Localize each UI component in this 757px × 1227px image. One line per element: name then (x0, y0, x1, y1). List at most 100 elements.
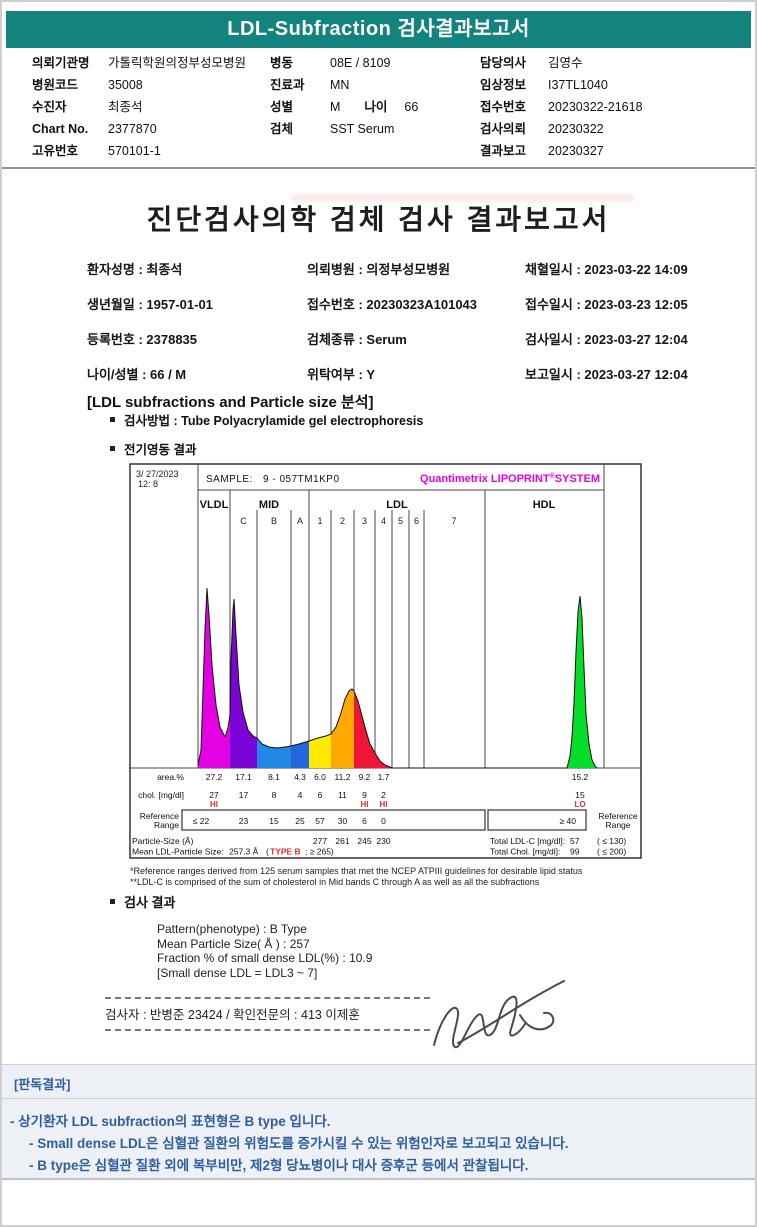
particle-ldl3: 245 (357, 836, 371, 846)
mean-label: Mean LDL-Particle Size: (132, 847, 224, 857)
info-label: 접수일시 (525, 297, 584, 312)
field-value: 20230322 (548, 122, 604, 136)
brand-name: Quantimetrix LIPOPRINT (420, 473, 550, 485)
ref-range-box-hdl (487, 809, 587, 831)
field-label: 결과보고 (480, 144, 527, 158)
ref-range-label-2: Range (154, 820, 179, 830)
chart-footnotes: *Reference ranges derived from 125 serum… (130, 866, 582, 887)
info-label: 채혈일시 (525, 262, 584, 277)
flag-ldl4-hi: HI (380, 800, 388, 809)
electrophoresis-text: 전기영동 결과 (124, 443, 197, 457)
header-row: 성별 M 나이 66 (270, 96, 418, 118)
field-value: 2377870 (108, 122, 157, 136)
header-row: 결과보고 20230327 (480, 140, 643, 162)
chol-midc: 17 (239, 790, 249, 800)
header-row: Chart No. 2377870 (32, 118, 246, 140)
signature-stroke-3 (519, 1011, 555, 1031)
ref-range-right-label-2: Range (605, 820, 630, 830)
bullet-square-icon (110, 417, 115, 422)
interpretation-divider (2, 1098, 755, 1099)
band-label-vldl: VLDL (200, 499, 229, 511)
info-cell: 의뢰병원의정부성모병원 (307, 260, 525, 280)
field-value: 20230327 (548, 144, 604, 158)
chol-hdl: 15 (575, 790, 585, 800)
result-block: Pattern(phenotype) : B Type Mean Particl… (157, 922, 372, 980)
run-time: 12: 8 (138, 479, 158, 489)
interpretation-section: [판독결과] - 상기환자 LDL subfraction의 표현형은 B ty… (2, 1064, 755, 1180)
field-label: 수진자 (32, 100, 67, 114)
scan-artifact (290, 194, 635, 202)
header-row: 임상정보 I37TL1040 (480, 74, 643, 96)
field-value: 08E / 8109 (330, 56, 391, 70)
lipoprint-brand: Quantimetrix LIPOPRINT®SYSTEM (420, 472, 600, 485)
report-info-grid: 환자성명최종석 의뢰병원의정부성모병원 채혈일시2023-03-22 14:09… (87, 260, 735, 385)
chol-ldl4: 2 (381, 790, 386, 800)
footnote-2: **LDL-C is comprised of the sum of chole… (130, 876, 540, 887)
chol-mida: 4 (298, 790, 303, 800)
field-label: 임상정보 (480, 78, 527, 92)
area-ldl1: 6.0 (314, 772, 326, 782)
ref-midc: 23 (239, 816, 249, 826)
flag-ldl3-hi: HI (361, 800, 369, 809)
patient-header-col3: 담당의사 김영수 임상정보 I37TL1040 접수번호 20230322-21618… (480, 52, 643, 162)
field-label: 의뢰기관명 (32, 56, 90, 70)
header-row: 진료과 MN (270, 74, 418, 96)
result-line-sdldl: [Small dense LDL = LDL3 ~ 7] (157, 965, 318, 980)
result-bullet-line: 검사 결과 (110, 892, 175, 911)
total-ldl-c-ref: ( ≤ 130) (597, 836, 626, 846)
particle-size-label: Particle-Size (Å) (132, 836, 194, 846)
result-heading: 검사 결과 (124, 895, 176, 910)
info-cell: 보고일시2023-03-27 12:04 (525, 365, 735, 385)
report-main-title: 진단검사의학 검체 검사 결과보고서 (146, 204, 611, 235)
field-value: 570101-1 (108, 144, 161, 158)
info-cell: 환자성명최종석 (87, 260, 307, 280)
field-label: 병원코드 (32, 78, 79, 92)
field-label: 고유번호 (32, 144, 79, 158)
area-ldl4: 1.7 (378, 772, 390, 782)
ref-range-box-main (181, 809, 486, 831)
info-value: 2023-03-27 12:04 (584, 367, 688, 382)
subband-1: 1 (317, 516, 322, 526)
area-vldl: 27.2 (206, 772, 223, 782)
chol-vldl: 27 (209, 790, 219, 800)
field-label: 접수번호 (480, 100, 527, 114)
area-midc: 17.1 (235, 772, 252, 782)
subband-5: 5 (398, 516, 403, 526)
chol-midb: 8 (272, 790, 277, 800)
ref-ldl4: 0 (381, 816, 386, 826)
info-cell: 등록번호2378835 (87, 330, 307, 350)
info-cell: 검체종류Serum (307, 330, 525, 350)
field-value: 20230322-21618 (548, 100, 643, 114)
patient-header-col2: 병동 08E / 8109 진료과 MN 성별 M 나이 66 검체 SST Serum (270, 52, 418, 140)
method-bullet-line: 검사방법 : Tube Polyacrylamide gel electroph… (110, 410, 423, 429)
chol-ldl2: 11 (338, 790, 347, 800)
header-row: 담당의사 김영수 (480, 52, 643, 74)
field-value: 66 (404, 100, 419, 114)
mean-value: 257.3 Å (229, 847, 259, 857)
field-value: 김영수 (548, 56, 583, 70)
chart-frame (129, 463, 642, 859)
flag-hdl-lo: LO (574, 800, 585, 809)
band-label-mid: MID (259, 499, 279, 511)
chol-ldl3: 9 (362, 790, 367, 800)
header-row: 검체 SST Serum (270, 118, 418, 140)
ref-ldl3: 6 (362, 816, 367, 826)
trace-fills (198, 588, 597, 768)
info-label: 나이/성별 (87, 367, 150, 382)
info-label: 검체종류 (307, 332, 366, 347)
ref-range-right-label-1: Reference (598, 811, 637, 821)
area-row-label: area.% (157, 772, 184, 782)
info-cell: 생년월일1957-01-01 (87, 295, 307, 315)
info-label: 위탁여부 (307, 367, 366, 382)
result-line-meansize: Mean Particle Size( Å ) : 257 (157, 936, 310, 951)
trace-outline (197, 587, 598, 769)
info-label: 보고일시 (525, 367, 584, 382)
field-label: 성별 (270, 100, 294, 114)
run-date: 3/ 27/2023 (136, 469, 179, 479)
bullet-square-icon (110, 899, 115, 904)
brand-suffix: SYSTEM (555, 473, 600, 485)
info-value: 2378835 (146, 332, 198, 347)
mid-c-peak (230, 599, 257, 768)
field-value: SST Serum (330, 122, 395, 136)
subband-b: B (271, 516, 277, 526)
